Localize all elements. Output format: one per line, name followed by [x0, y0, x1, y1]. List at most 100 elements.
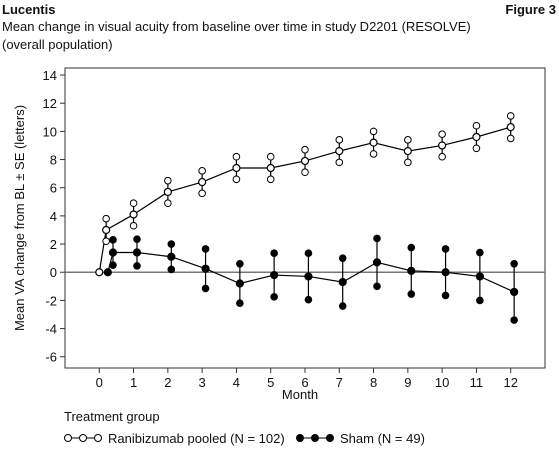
y-tick-label: 0 [50, 265, 57, 280]
error-cap [236, 259, 244, 268]
x-tick-label: 7 [336, 375, 343, 390]
x-tick-label: 3 [199, 375, 206, 390]
data-point [304, 272, 313, 281]
x-tick-label: 1 [130, 375, 137, 390]
x-tick-label: 0 [96, 375, 103, 390]
data-point [201, 264, 210, 273]
error-cap [133, 235, 141, 243]
data-point [167, 252, 176, 261]
error-cap [266, 175, 275, 184]
y-tick-label: 6 [50, 181, 57, 196]
error-cap [506, 112, 515, 120]
data-point [475, 272, 484, 281]
data-point [129, 210, 138, 219]
series-line [98, 126, 511, 273]
data-point [232, 163, 241, 173]
error-cap [373, 282, 381, 291]
error-cap [510, 316, 518, 324]
legend-marker [94, 434, 102, 442]
data-point [235, 279, 244, 288]
error-cap [236, 299, 244, 308]
error-cap [335, 158, 344, 167]
y-axis-label: Mean VA change from BL ± SE (letters) [12, 105, 27, 331]
x-axis-label: Month [282, 387, 318, 402]
error-cap [270, 293, 278, 301]
error-cap [270, 249, 278, 258]
data-point [335, 146, 344, 156]
error-cap [441, 245, 450, 253]
error-cap [304, 295, 313, 304]
error-cap [438, 130, 446, 138]
legend-marker [64, 434, 72, 442]
error-cap [164, 199, 172, 208]
x-tick-label: 9 [404, 375, 411, 390]
error-cap [338, 254, 347, 262]
y-tick-label: -4 [45, 322, 57, 337]
y-tick-label: 10 [43, 124, 57, 139]
data-point [198, 177, 207, 187]
error-cap [167, 265, 176, 274]
error-cap [167, 240, 176, 248]
legend-label: Ranibizumab pooled (N = 102) [108, 431, 285, 446]
data-point [103, 268, 112, 277]
error-cap [109, 261, 117, 269]
data-point [102, 225, 111, 235]
data-point [132, 248, 142, 257]
error-cap [407, 243, 416, 252]
error-cap [369, 127, 378, 136]
error-cap [232, 152, 241, 161]
error-cap [373, 234, 381, 243]
data-point [163, 187, 172, 197]
error-cap [407, 290, 416, 298]
data-point [510, 287, 519, 297]
x-tick-label: 8 [370, 375, 377, 390]
error-cap [472, 144, 481, 153]
error-cap [472, 121, 481, 130]
error-cap [404, 158, 412, 167]
x-tick-label: 12 [503, 375, 517, 390]
legend-title: Treatment group [64, 409, 160, 424]
error-cap [301, 145, 309, 154]
x-tick-label: 4 [233, 375, 240, 390]
y-tick-label: 12 [43, 96, 57, 111]
chart-subtitle: (overall population) [2, 37, 113, 52]
error-cap [338, 302, 347, 310]
data-point [372, 258, 382, 267]
x-tick-label: 10 [435, 375, 449, 390]
error-cap [506, 134, 515, 143]
error-cap [198, 167, 206, 175]
error-cap [510, 259, 518, 268]
error-cap [164, 176, 172, 185]
y-tick-label: 2 [50, 237, 57, 252]
legend-marker [296, 434, 304, 442]
plot-frame [64, 67, 546, 369]
header-right: Figure 3 [505, 2, 556, 17]
data-point [441, 268, 450, 277]
y-tick-label: -6 [45, 350, 57, 365]
error-cap [198, 189, 206, 198]
data-point [403, 146, 412, 156]
x-tick-label: 5 [267, 375, 274, 390]
data-point [506, 123, 515, 132]
error-cap [304, 249, 313, 258]
y-tick-label: 14 [43, 68, 57, 83]
error-cap [266, 152, 275, 161]
error-cap [369, 150, 378, 158]
data-point [266, 163, 275, 173]
legend-marker [79, 434, 87, 442]
error-cap [133, 262, 141, 270]
data-point [300, 156, 310, 166]
chart-title: Mean change in visual acuity from baseli… [2, 19, 471, 34]
y-tick-label: 8 [50, 153, 57, 168]
y-tick-label: 4 [50, 209, 57, 224]
x-tick-label: 6 [301, 375, 308, 390]
x-tick-label: 2 [164, 375, 171, 390]
data-point [438, 141, 447, 150]
series-line [107, 251, 515, 293]
error-cap [232, 175, 241, 184]
error-cap [102, 214, 110, 223]
error-cap [129, 199, 138, 208]
data-point [407, 266, 416, 275]
error-cap [109, 236, 117, 244]
